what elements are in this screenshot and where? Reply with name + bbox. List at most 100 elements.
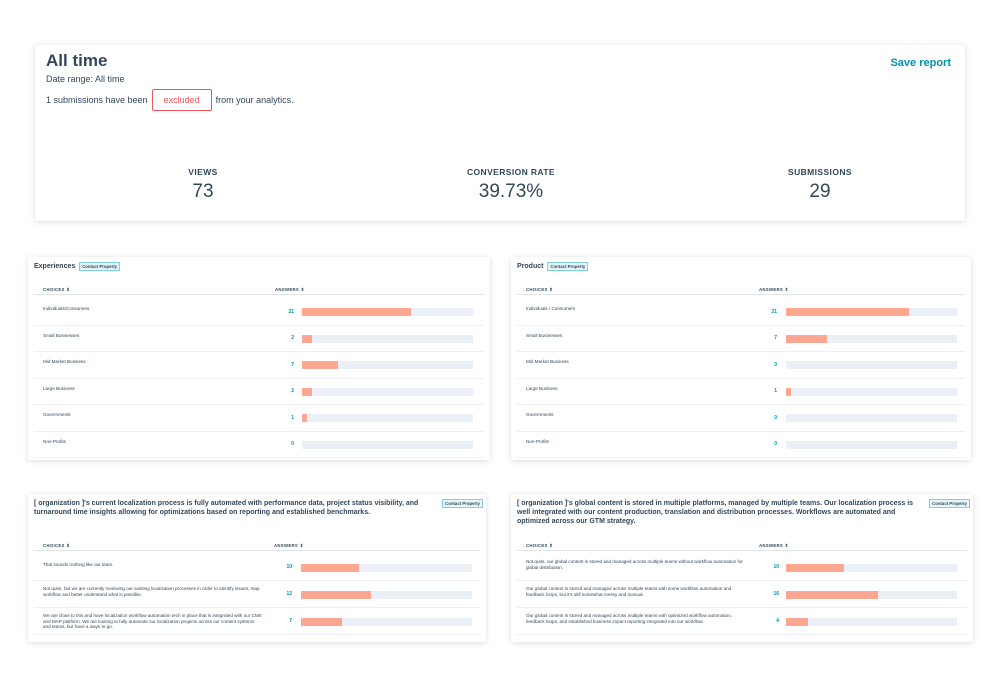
answer-count[interactable]: 7 — [289, 618, 292, 624]
choice-label: Governments — [526, 412, 554, 418]
answer-bar-track — [786, 590, 957, 599]
answer-bar-track — [302, 308, 473, 317]
answer-bar-track — [786, 440, 957, 449]
answer-bar-track — [302, 414, 473, 423]
answer-count[interactable]: 10 — [286, 564, 292, 570]
choices-column-header[interactable]: CHOICES ⇕ — [526, 287, 554, 292]
answer-bar-fill — [786, 617, 809, 626]
answer-bar-fill — [301, 590, 372, 599]
table-row: Non-Profits 0 — [517, 432, 965, 458]
table-row: Not quite, our global content is stored … — [517, 554, 967, 581]
page-title: All time — [46, 51, 108, 70]
choice-label: Not quite, but we are currently reviewin… — [43, 585, 260, 597]
answer-bar-fill — [301, 617, 343, 626]
table-row: Not quite, but we are currently reviewin… — [34, 581, 480, 608]
answer-count[interactable]: 4 — [776, 618, 779, 624]
answer-count[interactable]: 7 — [774, 335, 777, 342]
choice-label: Individuals / Consumers — [526, 306, 576, 312]
table-header: CHOICES ⇕ ANSWERS ⇕ — [34, 286, 484, 295]
panel-title-text: [ organization ]'s global content is sto… — [517, 500, 914, 525]
answer-count[interactable]: 2 — [291, 335, 294, 342]
experiences-panel: Experiences Contact Property CHOICES ⇕ A… — [28, 257, 490, 460]
choice-label: Small Businesses — [43, 332, 80, 338]
answers-column-header[interactable]: ANSWERS ⇕ — [275, 287, 305, 292]
answer-count[interactable]: 7 — [291, 361, 294, 368]
answer-bar-fill — [302, 308, 412, 317]
summary-card: All time Date range: All time 1 submissi… — [35, 45, 965, 221]
answer-count[interactable]: 21 — [771, 308, 777, 315]
localization-panel: [ organization ]'s current localization … — [28, 494, 486, 642]
choice-label: That sounds nothing like our team. — [43, 561, 114, 567]
table-row: Governments 0 — [517, 405, 965, 432]
answer-bar-fill — [302, 334, 313, 343]
answer-count[interactable]: 12 — [286, 591, 292, 597]
choices-column-header[interactable]: CHOICES ⇕ — [526, 543, 554, 548]
excluded-prefix: 1 submissions have been — [46, 95, 148, 105]
answers-column-header[interactable]: ANSWERS ⇕ — [759, 543, 789, 548]
answer-bar-fill — [302, 387, 313, 396]
answer-count[interactable]: 0 — [291, 441, 294, 448]
stat-value: 39.73% — [478, 181, 544, 202]
choice-label: Mid Market Business — [43, 359, 86, 365]
table-row: Individuals / Consumers 21 — [517, 299, 965, 326]
panel-title-text: [ organization ]'s current localization … — [34, 500, 419, 516]
table-row: Large Business 1 — [517, 379, 965, 405]
answers-column-header[interactable]: ANSWERS ⇕ — [274, 543, 304, 548]
answer-bar-track — [302, 334, 473, 343]
excluded-notice: 1 submissions have been excluded from yo… — [46, 89, 294, 111]
excluded-suffix: from your analytics. — [215, 95, 294, 105]
stat-label: CONVERSION RATE — [466, 167, 556, 177]
answer-bar-fill — [786, 308, 910, 317]
answer-bar-fill — [786, 387, 792, 396]
save-report-link[interactable]: Save report — [890, 57, 951, 69]
date-range-label: Date range: All time — [46, 74, 125, 84]
choices-column-header[interactable]: CHOICES ⇕ — [43, 287, 71, 292]
table-row: Our global content is stored and managed… — [517, 581, 967, 608]
choice-label: Individuals/Consumers — [43, 306, 90, 312]
answer-bar-fill — [786, 590, 879, 599]
choice-label: Non-Profits — [43, 438, 66, 444]
table-row: We are close to this and have localizati… — [34, 608, 480, 635]
answer-count[interactable]: 1 — [774, 388, 777, 395]
table-header: CHOICES ⇕ ANSWERS ⇕ — [517, 286, 965, 295]
stat-label: SUBMISSIONS — [788, 167, 852, 177]
stat-submissions: SUBMISSIONS 29 — [720, 167, 920, 203]
stat-value: 29 — [809, 181, 831, 202]
answer-bar-track — [301, 590, 472, 599]
answer-bar-track — [302, 440, 473, 449]
table-row: Small Businesses 2 — [34, 326, 484, 352]
panel-title: Experiences Contact Property — [34, 262, 121, 271]
choices-column-header[interactable]: CHOICES ⇕ — [43, 543, 71, 548]
answer-count[interactable]: 16 — [773, 591, 779, 597]
answer-count[interactable]: 10 — [773, 564, 779, 570]
table-row: Mid Market Business 7 — [34, 352, 484, 379]
panel-title: Product Contact Property — [517, 262, 589, 271]
table-row: Non-Profits 0 — [34, 432, 484, 458]
answers-column-header[interactable]: ANSWERS ⇕ — [759, 287, 789, 292]
stat-value: 73 — [192, 181, 214, 202]
answer-bar-fill — [786, 563, 845, 572]
table-row: Small Businesses 7 — [517, 326, 965, 352]
contact-property-badge: Contact Property — [929, 499, 970, 508]
answer-bar-track — [786, 308, 957, 317]
answer-count[interactable]: 2 — [291, 388, 294, 395]
answer-count[interactable]: 0 — [774, 361, 777, 368]
answer-count[interactable]: 1 — [291, 414, 294, 421]
choice-label: Non-Profits — [526, 438, 549, 444]
answer-bar-track — [786, 387, 957, 396]
table-row: Governments 1 — [34, 405, 484, 432]
stat-views: VIEWS 73 — [103, 167, 303, 203]
answer-bar-track — [302, 387, 473, 396]
answer-bar-track — [786, 334, 957, 343]
choice-label: We are close to this and have localizati… — [43, 612, 262, 630]
table-row: That sounds nothing like our team. 10 — [34, 554, 480, 581]
contact-property-badge: Contact Property — [79, 262, 121, 271]
choice-label: Mid Market Business — [526, 359, 569, 365]
answer-count[interactable]: 21 — [288, 308, 294, 315]
choice-label: Not quite, our global content is stored … — [526, 558, 743, 570]
answer-bar-track — [301, 563, 472, 572]
answer-count[interactable]: 0 — [774, 441, 777, 448]
answer-count[interactable]: 0 — [774, 414, 777, 421]
answer-bar-track — [786, 617, 957, 626]
excluded-button[interactable]: excluded — [151, 89, 212, 111]
